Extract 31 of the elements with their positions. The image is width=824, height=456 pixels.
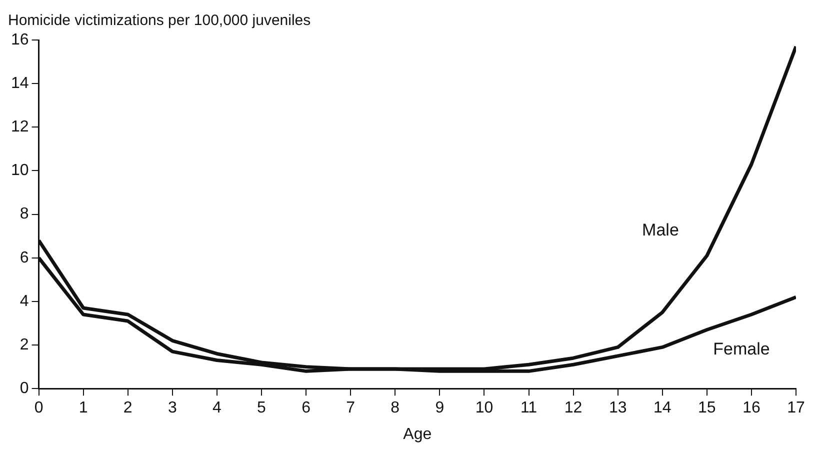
x-tick-label: 2 (123, 400, 132, 417)
y-tick-label: 10 (11, 162, 29, 180)
y-tick-label: 0 (20, 380, 29, 398)
x-tick-label: 10 (475, 400, 494, 417)
x-tick-label: 4 (212, 400, 222, 417)
y-tick-label: 8 (20, 206, 29, 223)
x-tick-label: 9 (435, 400, 444, 417)
x-tick-label: 0 (34, 400, 44, 417)
x-tick-label: 17 (787, 400, 805, 417)
x-tick-label: 6 (302, 400, 311, 417)
x-tick-label: 11 (520, 400, 538, 417)
x-tick-label: 16 (742, 400, 760, 417)
y-tick-label: 2 (20, 336, 29, 354)
x-tick-label: 8 (390, 400, 400, 417)
x-tick-label: 12 (564, 400, 582, 417)
x-tick-label: 5 (257, 400, 266, 417)
x-tick-label: 14 (653, 400, 672, 417)
x-tick-label: 13 (608, 400, 627, 417)
y-axis-title: Homicide victimizations per 100,000 juveniles (8, 12, 311, 30)
x-tick-label: 15 (698, 400, 716, 417)
x-tick-label: 1 (78, 400, 88, 417)
y-tick-label: 14 (11, 74, 29, 92)
y-tick-label: 12 (11, 118, 29, 136)
x-tick-label: 7 (346, 400, 356, 417)
y-tick-label: 6 (20, 249, 29, 266)
x-axis-title: Age (403, 426, 432, 443)
x-tick-label: 3 (168, 400, 177, 417)
y-tick-label: 16 (11, 31, 29, 48)
series-label: Male (642, 220, 679, 240)
y-tick-label: 4 (20, 292, 29, 310)
series-label: Female (713, 340, 770, 359)
